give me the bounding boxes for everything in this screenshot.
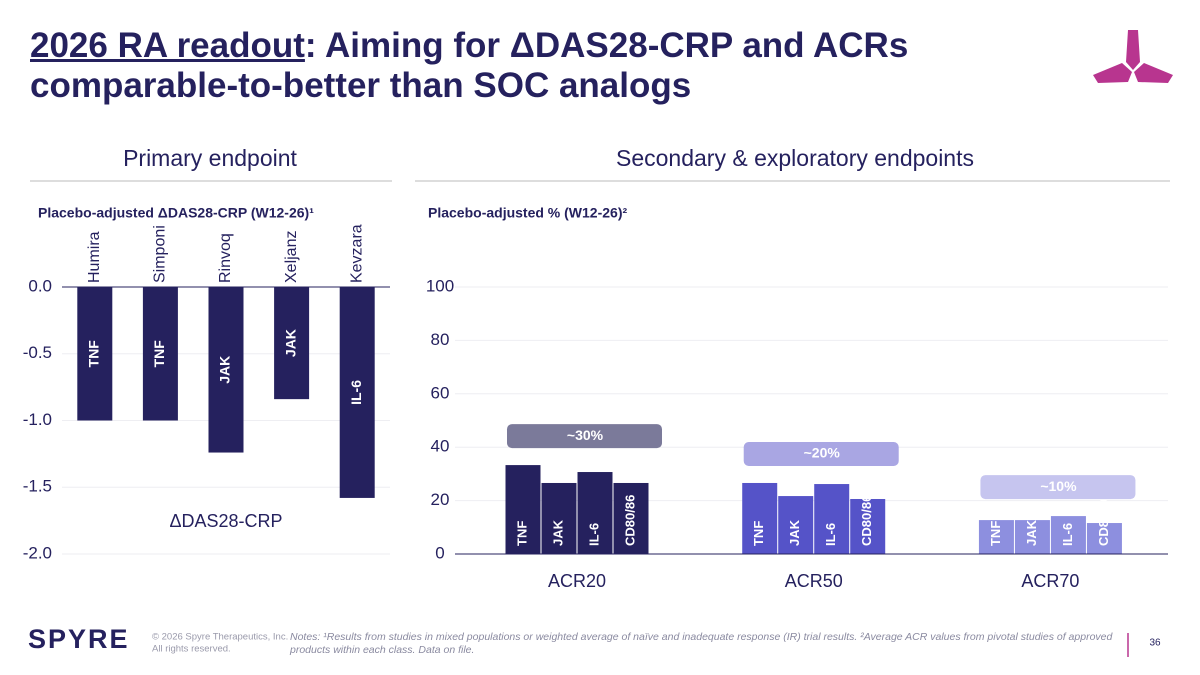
page-number: 36 (1149, 638, 1161, 649)
bar-label: JAK (1024, 519, 1039, 546)
bar (142, 287, 178, 421)
bar-label: IL-6 (1060, 523, 1075, 546)
bar-label: CD80/86 (859, 495, 874, 546)
annotation: ~30% (567, 427, 604, 443)
y-tick-label: 0 (435, 543, 444, 562)
bar-label: CD80/86 (622, 495, 637, 546)
y-tick-label: 20 (431, 490, 450, 509)
logo-text: SPYRE (28, 624, 130, 654)
bar (274, 287, 310, 400)
bar (778, 496, 814, 554)
y-tick-label: 100 (426, 276, 454, 295)
y-tick-label: -1.5 (23, 477, 52, 496)
bar (814, 484, 850, 554)
bar-label: JAK (787, 519, 802, 546)
x-tick-label: ACR70 (1021, 571, 1079, 591)
logo-mark (1093, 30, 1173, 83)
x-tick-label: Simponi (152, 225, 169, 283)
y-tick-label: -0.5 (23, 343, 52, 362)
y-tick-label: -1.0 (23, 410, 52, 429)
y-tick-label: 0.0 (28, 276, 52, 295)
bar (978, 520, 1014, 554)
slide-title: 2026 RA readout: Aiming for ΔDAS28-CRP a… (30, 26, 930, 106)
x-tick-label: Rinvoq (217, 233, 234, 283)
section-title: Primary endpoint (123, 145, 297, 171)
y-tick-label: -2.0 (23, 543, 52, 562)
bar (742, 482, 778, 554)
chart-subtitle: Placebo-adjusted ΔDAS28-CRP (W12-26)¹ (38, 205, 314, 221)
bar (577, 472, 613, 554)
y-tick-label: 40 (431, 437, 450, 456)
title-lead: 2026 RA readout (30, 26, 305, 65)
bar (208, 287, 244, 453)
bar (77, 287, 113, 421)
chart-subtitle: Placebo-adjusted % (W12-26)² (428, 205, 627, 221)
annotation-bubble (743, 441, 899, 466)
bar (505, 465, 541, 554)
bar-label: TNF (751, 521, 766, 546)
bar-label: JAK (550, 519, 565, 546)
annotation-bubble (980, 475, 1136, 500)
y-tick-label: 60 (431, 383, 450, 402)
bar-label: IL-6 (823, 523, 838, 546)
x-tick-label: ACR50 (785, 571, 843, 591)
bar-label: TNF (514, 521, 529, 546)
x-tick-label: Humira (86, 231, 103, 283)
annotation: ~20% (804, 445, 841, 461)
copyright: © 2026 Spyre Therapeutics, Inc. (152, 632, 288, 643)
bar-label: IL-6 (586, 523, 601, 546)
bar (1014, 520, 1050, 554)
bar (339, 287, 375, 498)
bar-label: TNF (988, 521, 1003, 546)
bar (1086, 523, 1122, 554)
bar (1050, 516, 1086, 554)
x-tick-label: Kevzara (348, 224, 365, 283)
bar-label: JAK (282, 329, 298, 357)
bar-label: TNF (86, 340, 102, 368)
bar (850, 498, 886, 554)
series-label: ΔDAS28-CRP (169, 511, 282, 531)
title-rest: : Aiming for ΔDAS28-CRP and ACRs compara… (30, 26, 909, 105)
annotation: ~10% (1040, 478, 1077, 494)
bar (613, 482, 649, 554)
annotation-bubble (507, 424, 662, 449)
bar-label: TNF (151, 340, 167, 368)
section-title: Secondary & exploratory endpoints (616, 145, 974, 171)
x-tick-label: Xeljanz (283, 231, 300, 283)
bar (541, 482, 577, 554)
x-tick-label: ACR20 (548, 571, 606, 591)
bar-label: CD80/86 (1096, 495, 1111, 546)
bar-label: IL-6 (348, 380, 364, 405)
y-tick-label: 80 (431, 330, 450, 349)
footnotes: Notes: ¹Results from studies in mixed po… (290, 631, 1113, 656)
copyright: All rights reserved. (152, 644, 231, 655)
bar-label: JAK (217, 356, 233, 384)
